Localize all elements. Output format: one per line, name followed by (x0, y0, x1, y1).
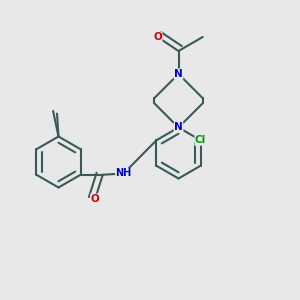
Text: N: N (174, 122, 183, 133)
Text: O: O (91, 194, 100, 204)
Text: O: O (153, 32, 162, 42)
Text: Cl: Cl (195, 135, 206, 145)
Text: NH: NH (116, 169, 132, 178)
Text: N: N (174, 69, 183, 79)
